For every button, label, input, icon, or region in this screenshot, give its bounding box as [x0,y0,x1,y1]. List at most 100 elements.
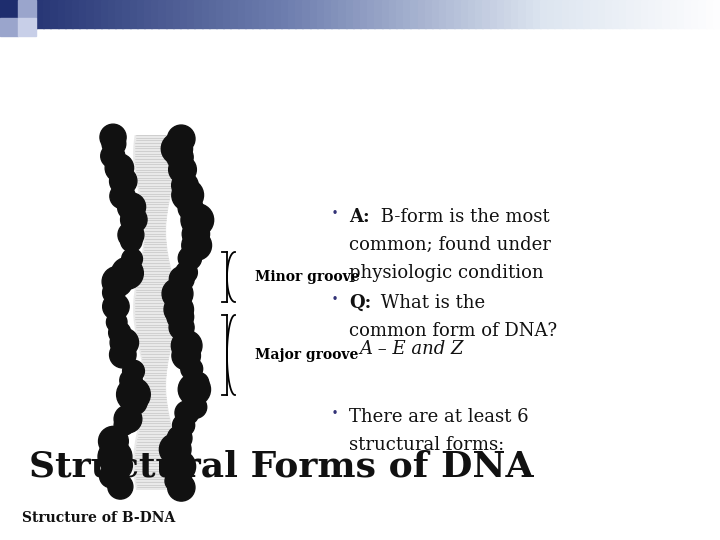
Polygon shape [144,380,166,381]
Polygon shape [143,216,167,217]
Polygon shape [133,159,177,160]
Polygon shape [143,394,166,395]
Polygon shape [143,400,167,401]
Polygon shape [144,232,166,233]
Circle shape [107,312,127,333]
Bar [346,0,354,28]
Circle shape [176,261,197,284]
Circle shape [164,295,194,324]
Bar [245,0,253,28]
Polygon shape [140,261,170,262]
Polygon shape [133,299,176,300]
Polygon shape [143,250,168,251]
Polygon shape [135,437,174,438]
Polygon shape [136,181,174,182]
Bar [353,0,361,28]
Polygon shape [134,322,176,323]
Polygon shape [137,433,174,434]
Polygon shape [134,168,176,169]
Circle shape [167,303,194,330]
Bar [626,0,634,28]
Bar [389,0,397,28]
Polygon shape [135,480,176,481]
Bar [454,0,462,28]
Bar [641,0,649,28]
Polygon shape [134,319,176,320]
Polygon shape [144,238,166,239]
Polygon shape [144,390,166,391]
Polygon shape [138,345,172,346]
Polygon shape [142,362,168,363]
Polygon shape [134,142,176,143]
Polygon shape [133,149,177,150]
Polygon shape [143,214,167,215]
Polygon shape [135,444,176,445]
Polygon shape [133,152,177,153]
Polygon shape [134,141,176,142]
Circle shape [159,434,191,465]
Bar [173,0,181,28]
Bar [65,0,73,28]
Polygon shape [137,278,174,279]
Circle shape [172,179,204,211]
Polygon shape [136,434,174,435]
Polygon shape [142,252,168,253]
Polygon shape [135,289,176,290]
Polygon shape [138,271,172,272]
Polygon shape [133,312,177,313]
Bar [94,0,102,28]
Polygon shape [135,438,174,439]
Polygon shape [135,286,175,287]
Polygon shape [143,368,168,369]
Polygon shape [134,320,176,321]
Polygon shape [138,428,172,429]
Polygon shape [136,183,174,184]
Polygon shape [138,188,173,190]
Polygon shape [133,309,177,310]
Text: physiologic condition: physiologic condition [349,264,544,282]
Polygon shape [135,174,175,175]
Polygon shape [134,452,176,453]
Polygon shape [138,192,171,193]
Polygon shape [134,321,176,322]
Bar [115,0,123,28]
Circle shape [98,440,132,474]
Bar [590,0,598,28]
Polygon shape [139,421,171,422]
Polygon shape [144,392,166,393]
Polygon shape [133,471,176,472]
Polygon shape [134,448,176,449]
Polygon shape [143,376,166,377]
Bar [374,0,382,28]
Polygon shape [140,352,171,353]
Circle shape [121,231,142,252]
Polygon shape [141,413,169,414]
Bar [0,0,18,18]
Circle shape [184,396,207,418]
Text: •: • [331,408,338,418]
Polygon shape [141,257,169,258]
Bar [706,0,714,28]
Polygon shape [133,459,177,460]
Polygon shape [138,272,172,273]
Bar [0,0,8,28]
Bar [130,0,138,28]
Polygon shape [133,302,177,303]
Bar [7,0,15,28]
Bar [576,0,584,28]
Text: Major groove: Major groove [255,348,359,362]
Bar [79,0,87,28]
Polygon shape [133,158,177,159]
Polygon shape [135,284,174,285]
Polygon shape [138,274,173,275]
Polygon shape [144,227,166,228]
Polygon shape [143,372,167,373]
Text: structural forms:: structural forms: [349,436,505,454]
Bar [634,0,642,28]
Polygon shape [142,409,168,410]
Polygon shape [139,349,171,350]
Circle shape [181,204,214,237]
Bar [266,0,274,28]
Bar [403,0,411,28]
Polygon shape [144,237,166,238]
